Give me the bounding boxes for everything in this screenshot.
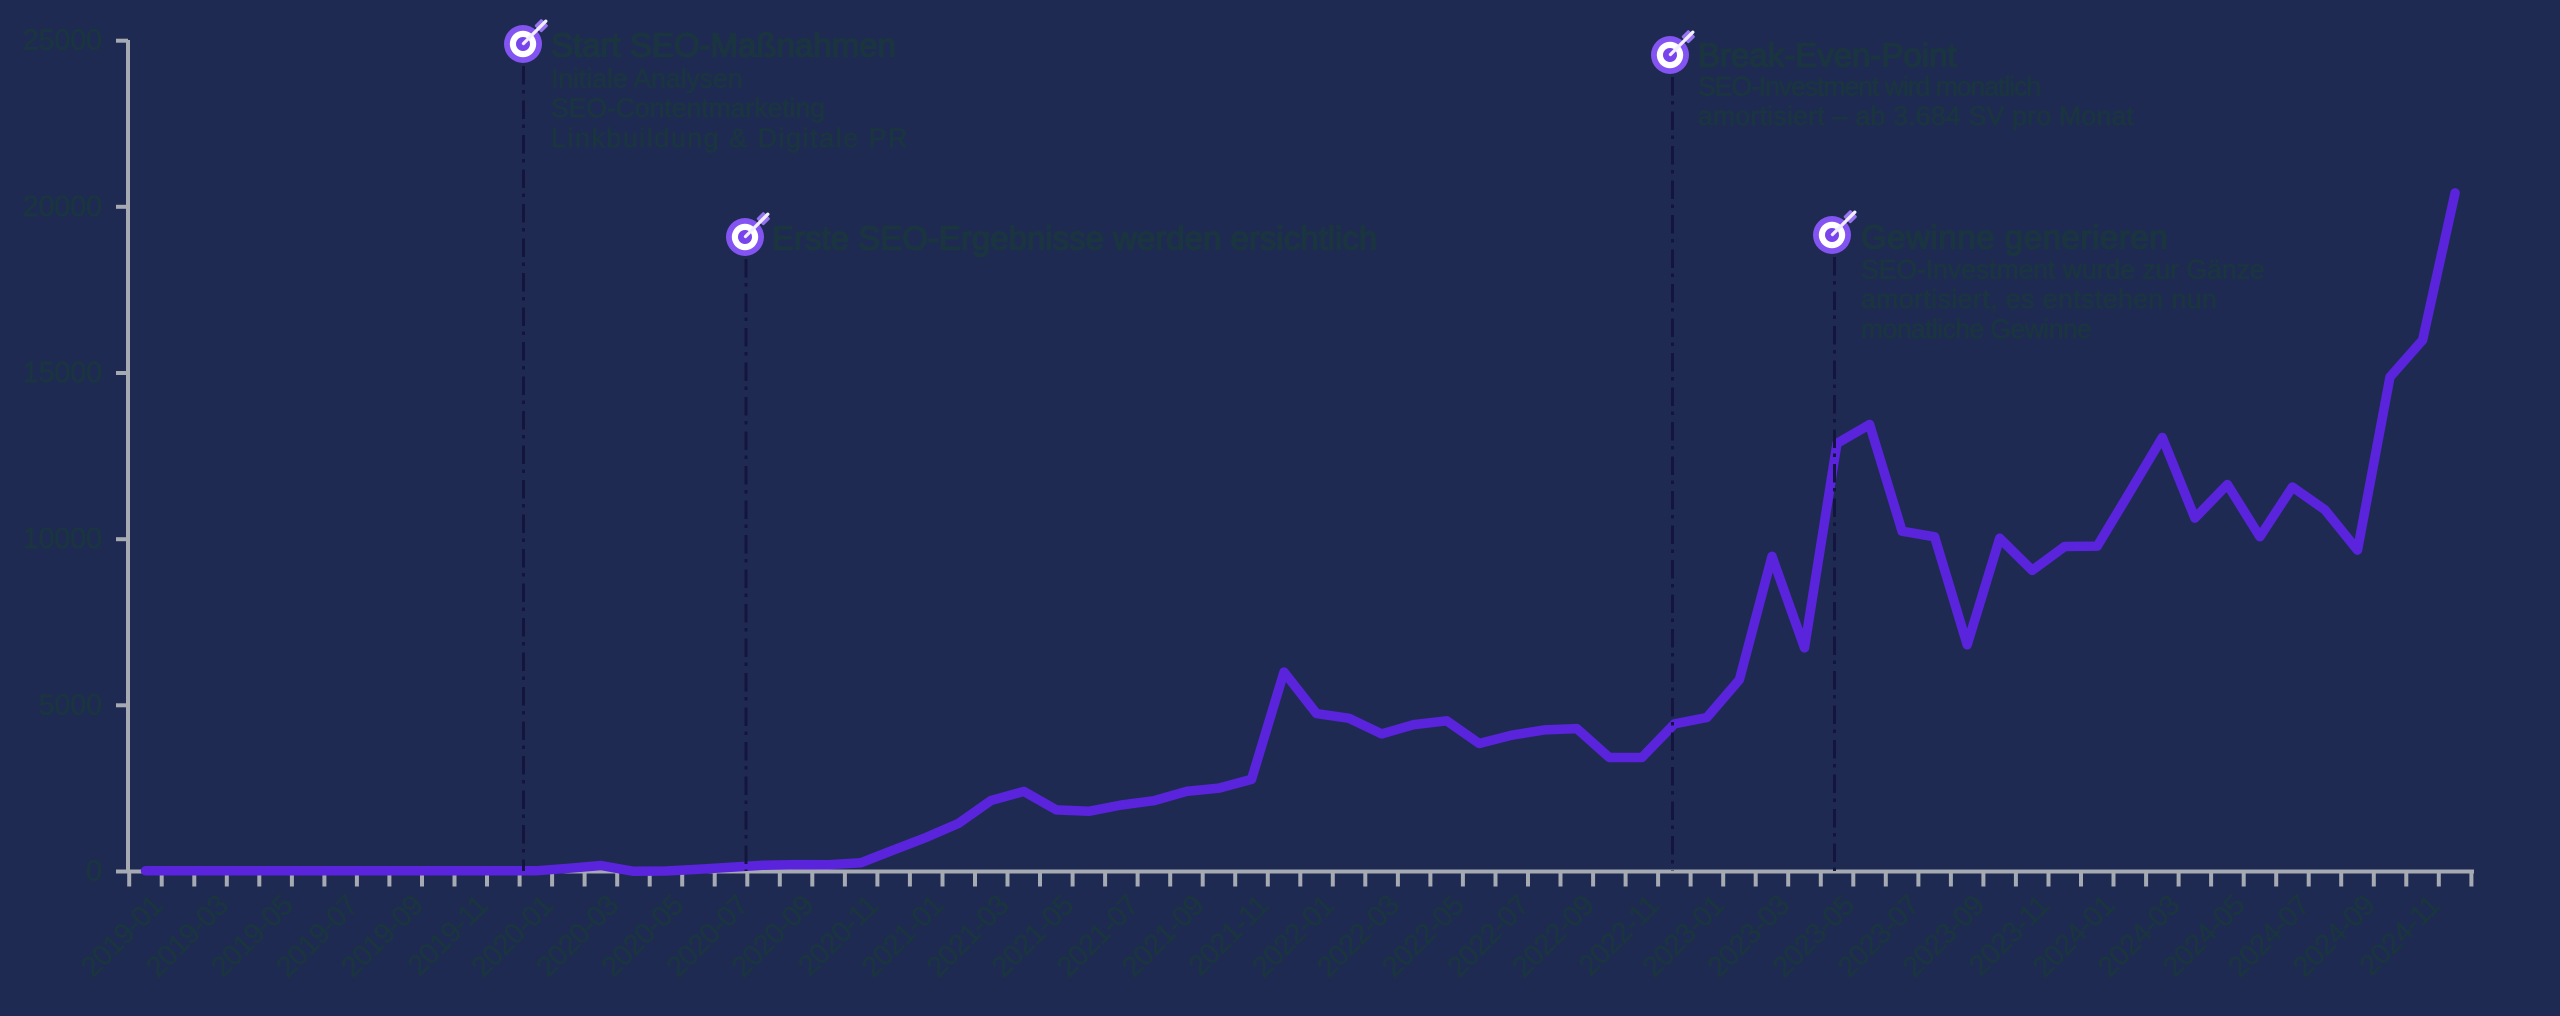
- svg-text:15000: 15000: [23, 357, 102, 389]
- svg-text:Gewinne generieren: Gewinne generieren: [1861, 219, 2168, 256]
- svg-text:Initiale Analysen: Initiale Analysen: [551, 64, 743, 94]
- svg-text:0: 0: [86, 856, 102, 888]
- svg-text:20000: 20000: [23, 191, 102, 223]
- svg-text:amortisiert – ab 3.684 SV pro: amortisiert – ab 3.684 SV pro Monat: [1698, 101, 2135, 131]
- svg-text:amortisiert, es entstehen nun: amortisiert, es entstehen nun: [1861, 284, 2217, 314]
- svg-text:SEO-Investment wird monatlich: SEO-Investment wird monatlich: [1698, 72, 2040, 102]
- svg-text:Linkbuildung & Digitale PR: Linkbuildung & Digitale PR: [551, 123, 909, 153]
- svg-text:SEO-Contentmarketing: SEO-Contentmarketing: [551, 93, 825, 123]
- svg-text:Start SEO-Maßnahmen: Start SEO-Maßnahmen: [551, 27, 896, 64]
- svg-text:10000: 10000: [23, 523, 102, 555]
- svg-text:Erste SEO-Ergebnisse werden er: Erste SEO-Ergebnisse werden ersichtlich: [772, 220, 1377, 257]
- svg-text:Break-Even-Point: Break-Even-Point: [1698, 37, 1957, 74]
- svg-text:25000: 25000: [23, 25, 102, 57]
- svg-text:SEO-Investment wurde zur Gänze: SEO-Investment wurde zur Gänze: [1861, 255, 2265, 285]
- svg-text:5000: 5000: [39, 689, 102, 721]
- svg-text:monatliche Gewinne: monatliche Gewinne: [1861, 314, 2091, 344]
